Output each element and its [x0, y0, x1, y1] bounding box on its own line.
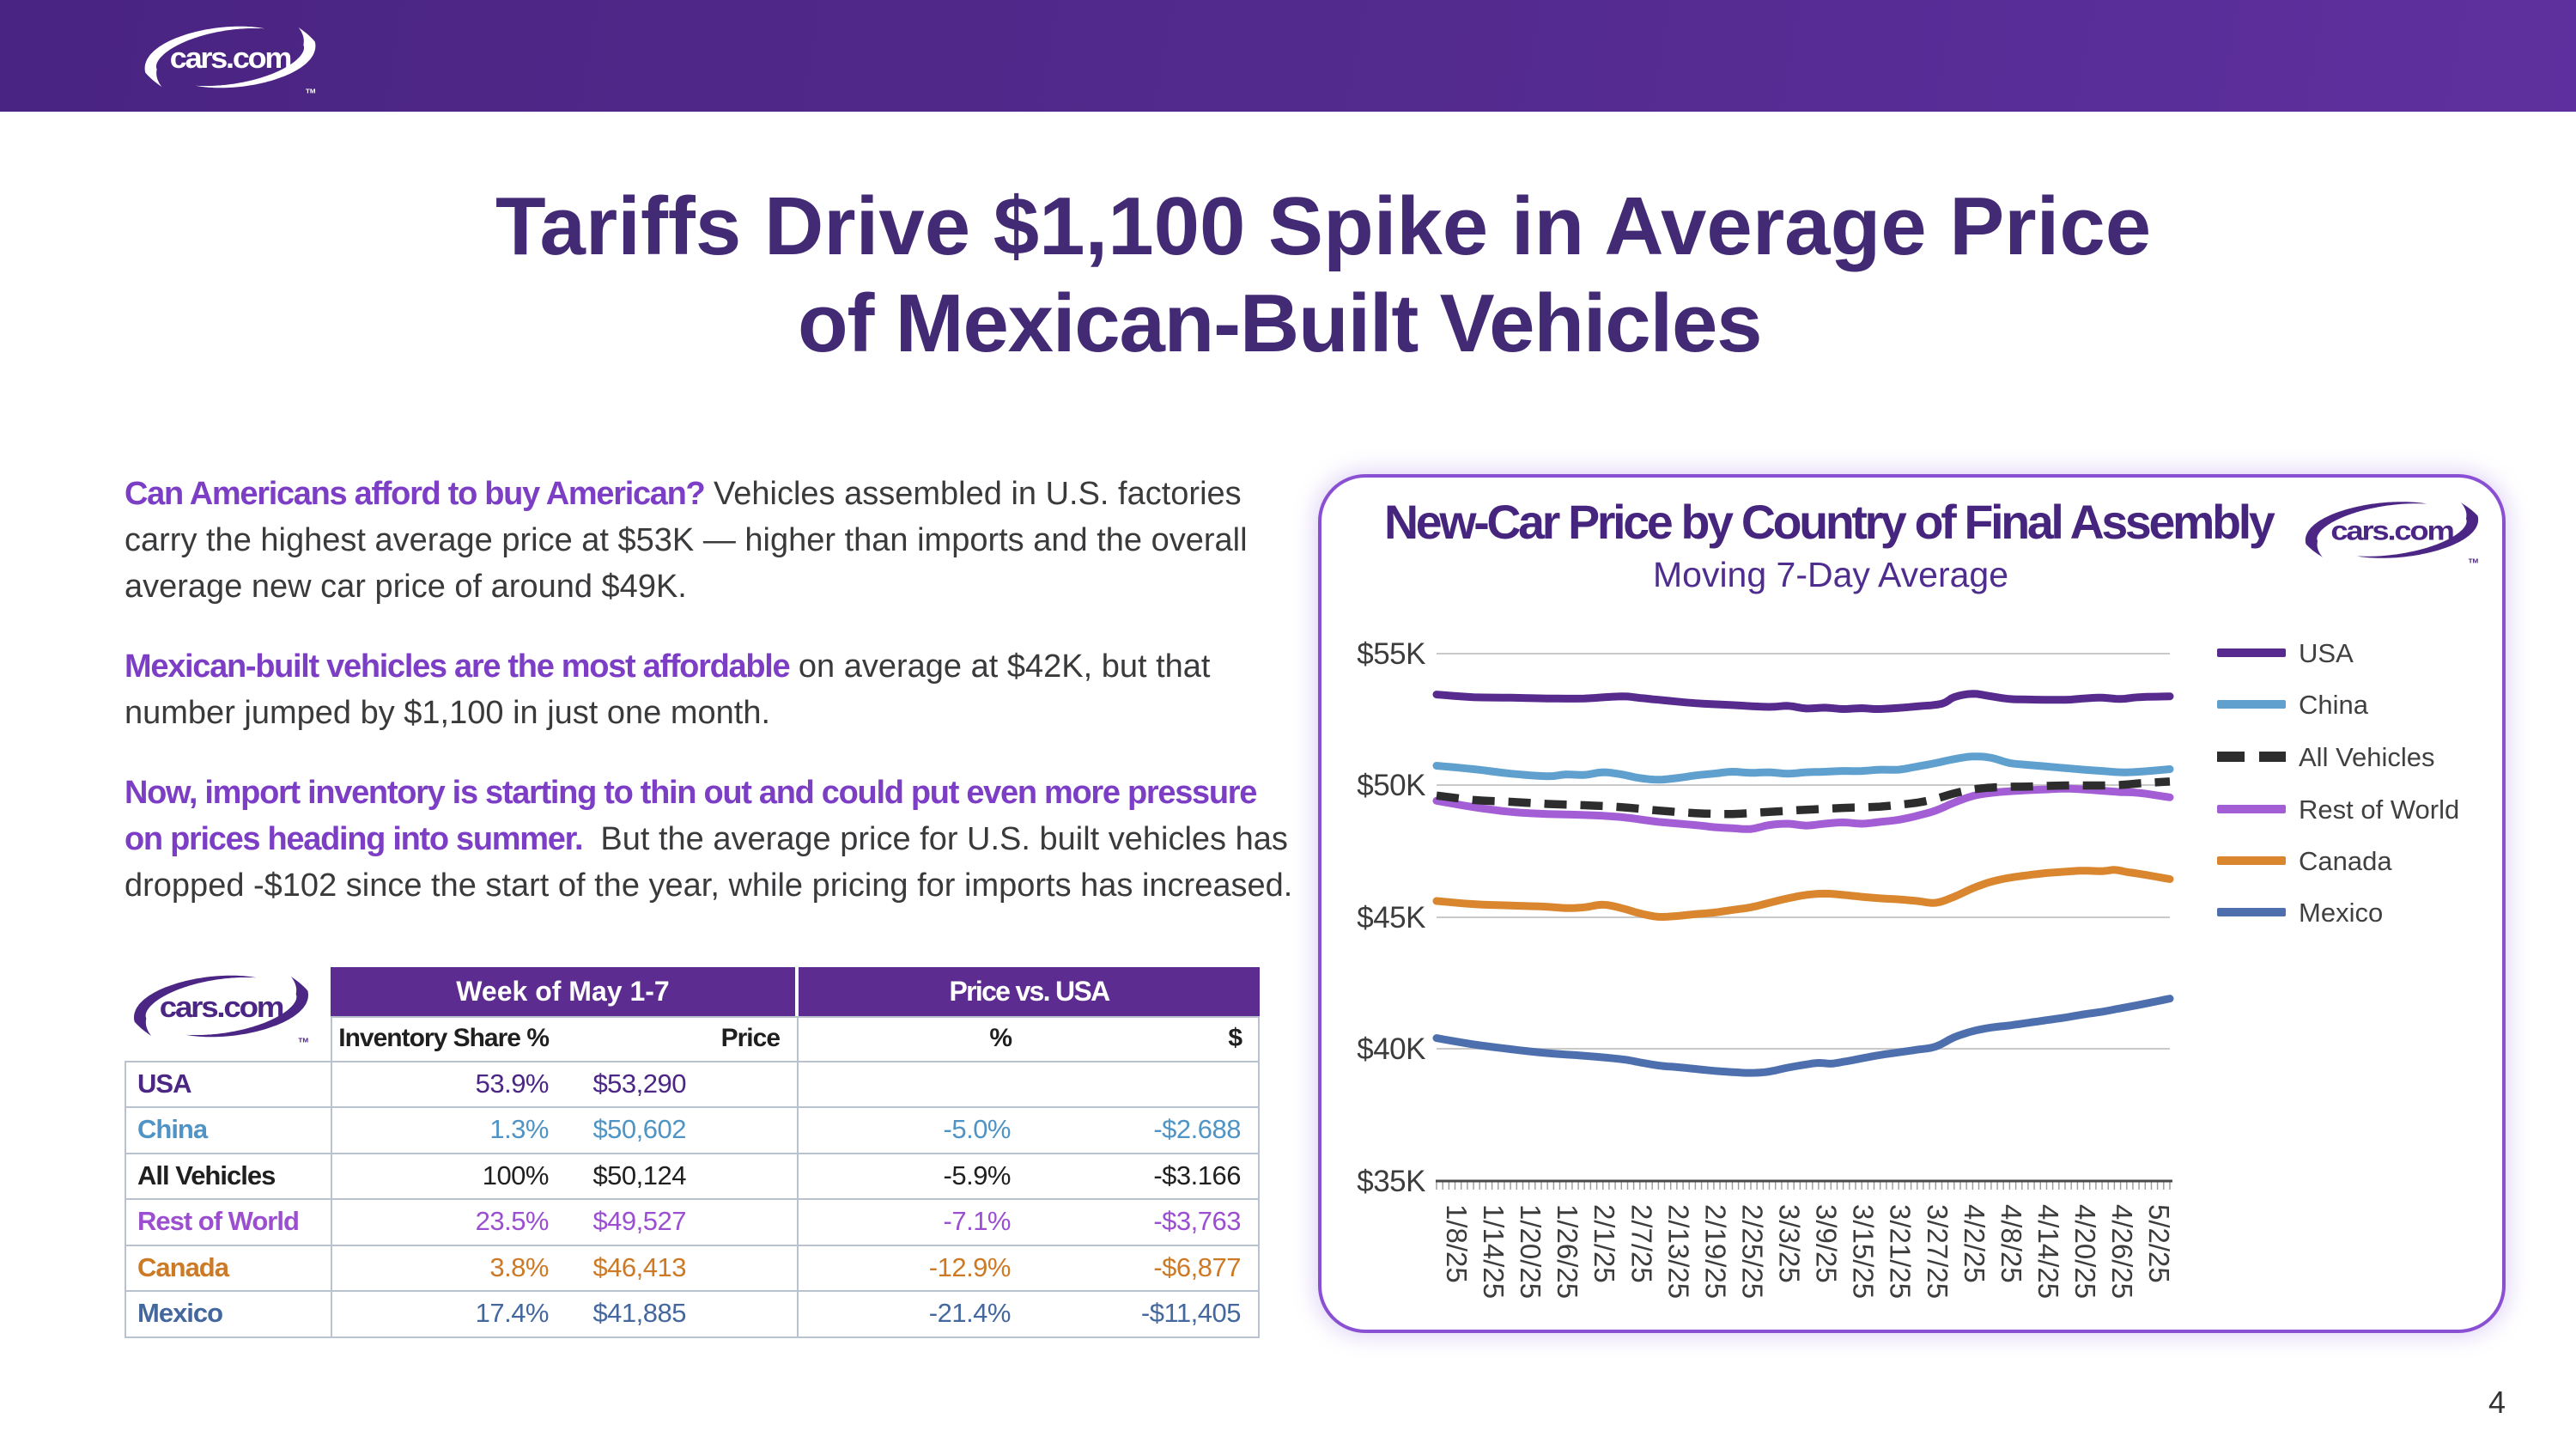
svg-text:$40K: $40K [1357, 1032, 1425, 1066]
svg-text:5/2/25: 5/2/25 [2143, 1204, 2175, 1283]
svg-text:1/26/25: 1/26/25 [1552, 1204, 1583, 1299]
svg-text:3/3/25: 3/3/25 [1774, 1204, 1806, 1283]
svg-text:USA: USA [2299, 638, 2354, 668]
svg-text:4/26/25: 4/26/25 [2106, 1204, 2138, 1299]
svg-text:Canada: Canada [2299, 846, 2392, 876]
svg-text:3/9/25: 3/9/25 [1811, 1204, 1843, 1283]
svg-text:4/2/25: 4/2/25 [1959, 1204, 1990, 1283]
svg-text:Mexico: Mexico [2299, 898, 2383, 928]
svg-text:TM: TM [2469, 557, 2479, 564]
svg-text:cars.com: cars.com [2330, 516, 2453, 546]
svg-text:1/14/25: 1/14/25 [1478, 1204, 1510, 1299]
svg-text:$35K: $35K [1357, 1165, 1425, 1198]
svg-text:3/15/25: 3/15/25 [1848, 1204, 1880, 1299]
svg-text:4/20/25: 4/20/25 [2069, 1204, 2101, 1299]
svg-text:$50K: $50K [1357, 769, 1425, 802]
svg-text:$55K: $55K [1357, 637, 1425, 671]
svg-text:2/7/25: 2/7/25 [1625, 1204, 1657, 1283]
svg-text:TM: TM [306, 87, 316, 94]
svg-text:4/8/25: 4/8/25 [1996, 1204, 2027, 1283]
svg-text:3/21/25: 3/21/25 [1885, 1204, 1917, 1299]
svg-text:1/20/25: 1/20/25 [1515, 1204, 1546, 1299]
svg-text:1/8/25: 1/8/25 [1441, 1204, 1473, 1283]
svg-text:cars.com: cars.com [170, 42, 291, 75]
svg-text:2/25/25: 2/25/25 [1737, 1204, 1769, 1299]
svg-text:TM: TM [298, 1037, 308, 1044]
svg-text:2/1/25: 2/1/25 [1589, 1204, 1620, 1283]
svg-text:All Vehicles: All Vehicles [2299, 742, 2435, 772]
svg-text:2/13/25: 2/13/25 [1662, 1204, 1694, 1299]
svg-text:$45K: $45K [1357, 901, 1425, 935]
svg-text:China: China [2299, 690, 2369, 720]
svg-text:3/27/25: 3/27/25 [1922, 1204, 1953, 1299]
svg-text:Rest of World: Rest of World [2299, 795, 2459, 825]
svg-text:cars.com: cars.com [160, 990, 283, 1024]
svg-text:4/14/25: 4/14/25 [2032, 1204, 2064, 1299]
svg-text:2/19/25: 2/19/25 [1699, 1204, 1731, 1299]
